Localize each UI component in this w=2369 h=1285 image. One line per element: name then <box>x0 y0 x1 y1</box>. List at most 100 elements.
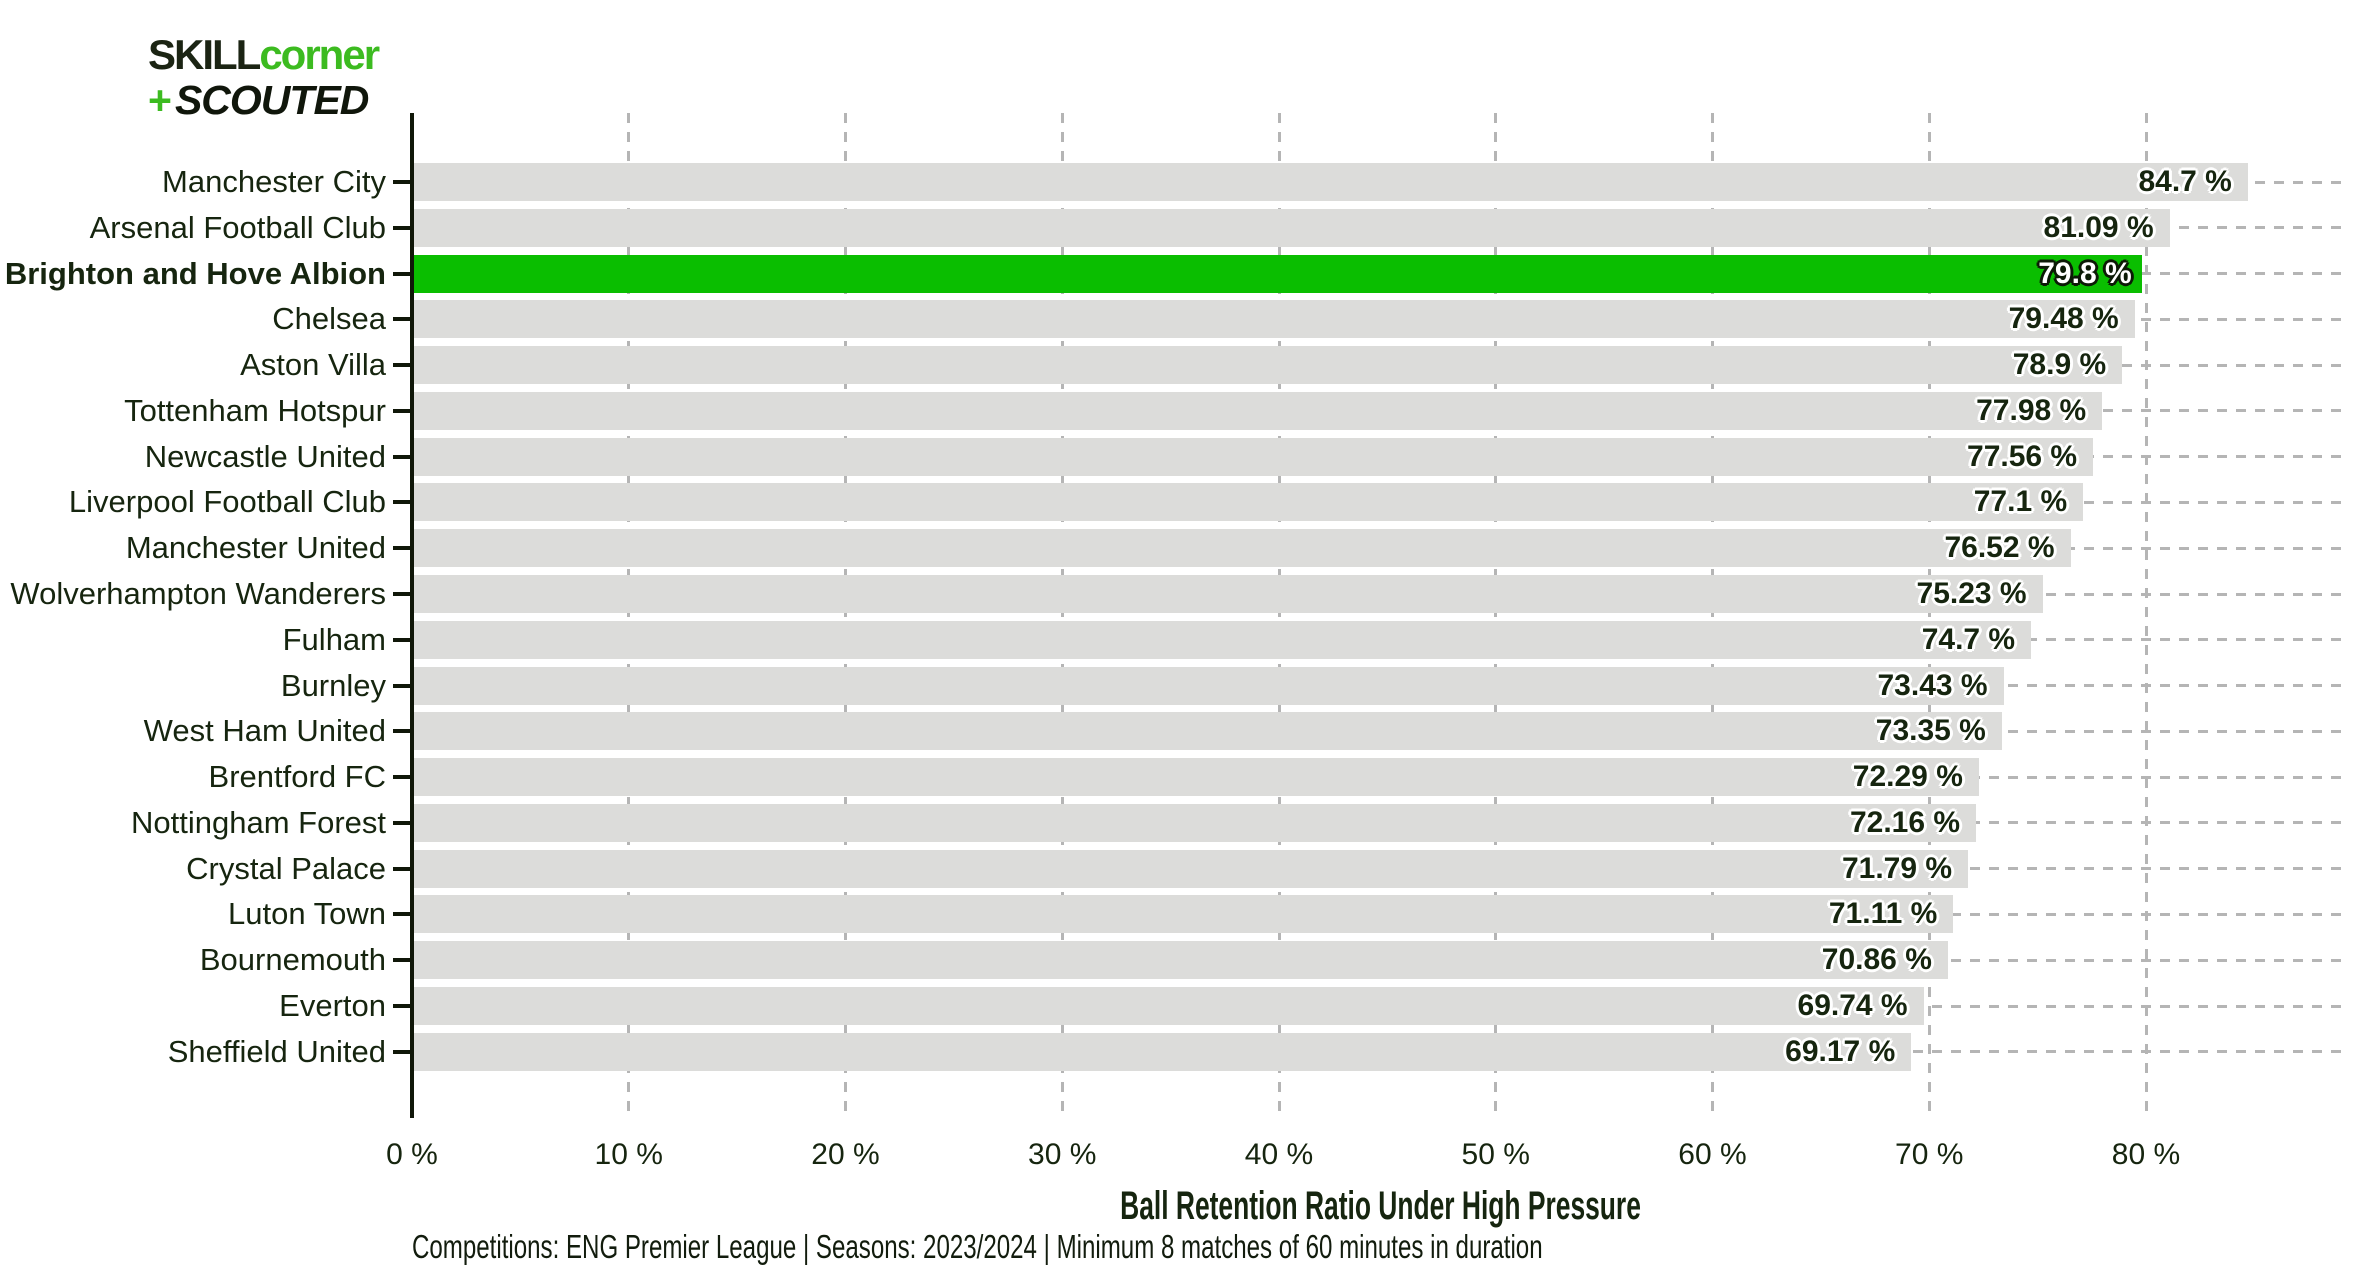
bar-value-label: 73.35 % <box>1875 714 1986 748</box>
v-gridline <box>627 113 631 1118</box>
team-label: Aston Villa <box>240 347 386 383</box>
y-tick <box>393 363 411 368</box>
y-tick <box>393 637 411 642</box>
bar-chelsea: 79.48 % <box>414 300 2135 339</box>
team-label: Nottingham Forest <box>131 804 386 840</box>
bar-value-label: 76.52 % <box>1944 531 2055 565</box>
team-label: Crystal Palace <box>186 850 386 886</box>
bar-wolverhampton-wanderers: 75.23 % <box>414 575 2043 614</box>
y-axis-line <box>410 113 414 1118</box>
team-label: Brighton and Hove Albion <box>4 255 386 291</box>
bar-value-label: 70.86 % <box>1821 943 1932 977</box>
y-tick <box>393 317 411 322</box>
bar-value-label: 69.17 % <box>1785 1034 1896 1068</box>
bar-newcastle-united: 77.56 % <box>414 437 2094 476</box>
team-label: Manchester United <box>125 530 386 566</box>
x-axis-title: Ball Retention Ratio Under High Pressure <box>412 1186 2350 1226</box>
x-tick-label: 10 % <box>594 1138 663 1171</box>
bar-aston-villa: 78.9 % <box>414 346 2123 385</box>
x-tick-label: 30 % <box>1028 1138 1097 1171</box>
bar-manchester-city: 84.7 % <box>414 163 2248 201</box>
x-tick-label: 0 % <box>386 1138 438 1171</box>
team-label: West Ham United <box>143 713 386 749</box>
bar-value-label: 71.79 % <box>1841 851 1953 885</box>
v-gridline <box>1494 113 1498 1118</box>
logo-plus-icon: + <box>148 77 172 123</box>
bar-manchester-united: 76.52 % <box>414 529 2071 568</box>
y-tick <box>393 683 411 688</box>
y-tick <box>393 1049 411 1054</box>
y-tick <box>393 1004 411 1009</box>
bar-value-label: 79.8 % <box>2038 256 2132 290</box>
bar-value-label: 77.1 % <box>1973 485 2068 519</box>
team-label: Bournemouth <box>199 942 386 978</box>
team-label: Arsenal Football Club <box>89 209 386 245</box>
y-tick <box>393 820 411 825</box>
skillcorner-scouted-logo: SKILLcorner +SCOUTED <box>148 31 380 121</box>
bar-value-label: 79.48 % <box>2008 302 2119 336</box>
bar-west-ham-united: 73.35 % <box>414 712 2002 751</box>
team-label: Sheffield United <box>167 1033 386 1069</box>
bar-arsenal-football-club: 81.09 % <box>414 208 2170 247</box>
y-tick <box>393 454 411 459</box>
team-label: Newcastle United <box>144 438 386 474</box>
bar-value-label: 78.9 % <box>2012 348 2107 382</box>
bar-crystal-palace: 71.79 % <box>414 849 1969 888</box>
bar-sheffield-united: 69.17 % <box>414 1032 1912 1071</box>
bar-value-label: 84.7 % <box>2138 165 2232 198</box>
x-tick-label: 70 % <box>1895 1138 1964 1171</box>
bar-value-label: 72.29 % <box>1852 760 1963 794</box>
bar-tottenham-hotspur: 77.98 % <box>414 391 2103 430</box>
y-tick <box>393 546 411 551</box>
v-gridline <box>1711 113 1714 1118</box>
logo-scouted-text: SCOUTED <box>174 77 369 123</box>
y-tick <box>393 271 411 276</box>
team-label: Everton <box>279 988 386 1024</box>
y-tick <box>393 500 411 505</box>
bar-brentford-fc: 72.29 % <box>414 758 1979 797</box>
team-label: Tottenham Hotspur <box>124 392 386 428</box>
bar-value-label: 77.98 % <box>1976 393 2087 427</box>
team-label: Fulham <box>282 621 386 657</box>
bar-value-label: 69.74 % <box>1797 989 1908 1023</box>
bar-everton: 69.74 % <box>414 987 1924 1026</box>
y-tick <box>393 408 411 413</box>
v-gridline <box>1927 113 1931 1118</box>
team-label: Wolverhampton Wanderers <box>10 576 386 612</box>
y-tick <box>393 729 411 734</box>
logo-line1: SKILLcorner <box>148 31 380 78</box>
footnote-text: Competitions: ENG Premier League | Seaso… <box>412 1228 1543 1265</box>
x-tick-label: 40 % <box>1244 1138 1314 1171</box>
bar-value-label: 71.11 % <box>1828 897 1938 931</box>
x-tick-label: 20 % <box>811 1138 880 1171</box>
team-label: Chelsea <box>272 301 386 337</box>
logo-line2: +SCOUTED <box>148 80 378 121</box>
bar-value-label: 74.7 % <box>1921 622 2016 656</box>
bar-value-label: 81.09 % <box>2043 210 2154 244</box>
logo-corner-text: corner <box>259 31 380 78</box>
bar-fulham: 74.7 % <box>414 620 2032 659</box>
y-tick <box>393 225 411 230</box>
bar-bournemouth: 70.86 % <box>414 941 1948 980</box>
v-gridline <box>844 113 847 1118</box>
bar-value-label: 77.56 % <box>1967 439 2078 473</box>
bar-value-label: 75.23 % <box>1916 577 2027 611</box>
x-tick-label: 60 % <box>1678 1138 1747 1171</box>
team-label: Manchester City <box>162 164 386 199</box>
team-label: Liverpool Football Club <box>68 484 386 520</box>
bar-liverpool-football-club: 77.1 % <box>414 483 2084 522</box>
v-gridline <box>2144 113 2148 1118</box>
v-gridline <box>1060 113 1064 1118</box>
y-tick <box>393 592 411 597</box>
x-tick-label: 50 % <box>1461 1138 1530 1171</box>
logo-skill-text: SKILL <box>148 31 261 78</box>
team-label: Brentford FC <box>208 759 386 795</box>
bar-brighton-and-hove-albion: 79.8 % <box>414 254 2142 293</box>
y-tick <box>393 180 411 184</box>
footnote: Competitions: ENG Premier League | Seaso… <box>412 1230 1961 1263</box>
bar-value-label: 73.43 % <box>1877 668 1988 702</box>
bar-luton-town: 71.11 % <box>414 895 1954 934</box>
bar-burnley: 73.43 % <box>414 666 2004 705</box>
